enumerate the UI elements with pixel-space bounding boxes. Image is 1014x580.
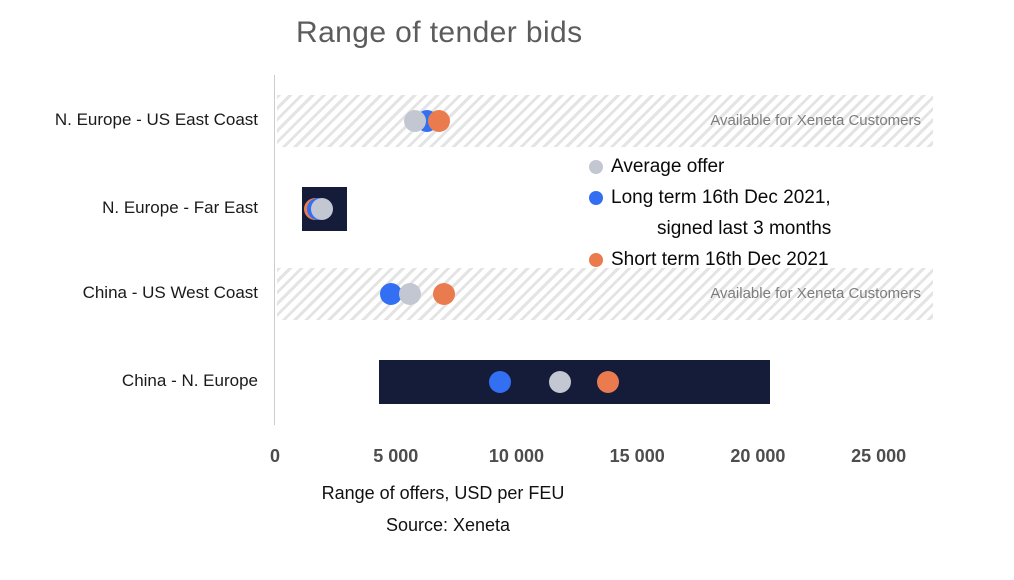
data-point-short_term — [433, 283, 456, 305]
data-point-average — [399, 283, 422, 305]
legend-item: Short term 16th Dec 2021 — [589, 244, 829, 275]
category-label: China - N. Europe — [121, 371, 258, 390]
chart-title: Range of tender bids — [296, 16, 583, 49]
x-tick-label: 0 — [269, 446, 281, 466]
category-label: N. Europe - US East Coast — [54, 110, 258, 129]
legend-swatch-short_term — [589, 252, 603, 267]
restricted-band: Available for Xeneta Customers — [277, 95, 933, 147]
x-tick-label: 20 000 — [730, 446, 786, 466]
legend-item: Long term 16th Dec 2021, — [589, 182, 831, 213]
legend-label: Long term 16th Dec 2021, — [611, 186, 831, 208]
legend-label: Short term 16th Dec 2021 — [611, 248, 829, 270]
legend-swatch-long_term — [589, 190, 603, 205]
data-point-short_term — [597, 371, 620, 393]
x-axis-label: Range of offers, USD per FEU — [321, 483, 565, 503]
x-tick-label: 5 000 — [373, 446, 419, 466]
data-point-long_term — [379, 283, 402, 305]
range-bar — [378, 360, 770, 404]
category-label: China - US West Coast — [82, 283, 258, 302]
data-point-short_term — [428, 110, 451, 132]
restricted-band: Available for Xeneta Customers — [277, 268, 933, 320]
legend-item: signed last 3 months — [589, 213, 831, 244]
source-label: Source: Xeneta — [385, 515, 511, 535]
legend-item: Average offer — [589, 151, 724, 182]
x-tick-label: 10 000 — [488, 446, 544, 466]
data-point-average — [548, 371, 571, 393]
data-point-average — [404, 110, 427, 132]
restricted-label: Available for Xeneta Customers — [710, 112, 921, 129]
x-tick-label: 25 000 — [851, 446, 907, 466]
x-tick-label: 15 000 — [609, 446, 665, 466]
legend-label: Average offer — [611, 155, 725, 177]
restricted-label: Available for Xeneta Customers — [710, 285, 921, 302]
legend-swatch-average — [589, 159, 603, 174]
y-axis-line — [274, 75, 275, 425]
legend-label: signed last 3 months — [657, 217, 832, 239]
data-point-long_term — [488, 371, 511, 393]
data-point-average — [311, 198, 334, 220]
category-label: N. Europe - Far East — [102, 198, 258, 217]
